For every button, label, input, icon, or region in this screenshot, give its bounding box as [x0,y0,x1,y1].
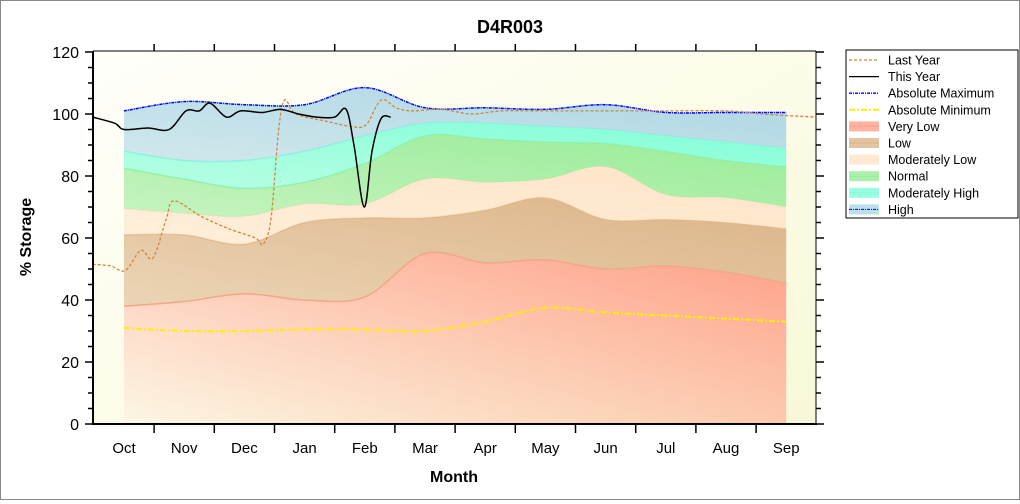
x-tick-label: Jul [656,440,675,457]
legend-item-absolute-maximum: Absolute Maximum [849,87,994,101]
legend: Last Year This Year Absolute Maximum Absolu… [845,49,1019,219]
legend-item-absolute-minimum: Absolute Minimum [849,103,991,117]
x-tick-label: Apr [474,440,497,457]
legend-item-very-low: Very Low [849,120,940,134]
legend-label: Very Low [888,120,940,134]
x-tick-label: Sep [773,440,800,457]
x-tick-label: Jun [594,440,618,457]
legend-item-this-year: This Year [849,70,940,84]
y-tick-label: 20 [61,355,79,372]
band-low [124,197,787,307]
legend-label: High [888,203,914,217]
band-edge-very-low [123,251,787,307]
legend-label: Moderately Low [888,153,977,167]
x-tick-label: Mar [412,440,438,457]
legend-item-last-year: Last Year [849,54,940,68]
band-very-low [124,252,787,424]
y-tick-label: 120 [52,45,79,62]
x-axis-label: Month [430,469,478,486]
x-tick-label: Aug [713,440,740,457]
x-tick-label: Dec [231,440,258,457]
x-tick-label: May [531,440,560,457]
line-absolute-maximum [123,86,787,114]
y-tick-label: 0 [70,417,79,434]
y-axis-label: % Storage [18,198,35,276]
y-tick-label: 80 [61,169,79,186]
band-moderately-high [124,122,787,189]
x-tick-label: Jan [293,440,317,457]
legend-label: Absolute Minimum [888,103,991,117]
band-normal [124,134,787,217]
line-absolute-minimum [123,306,787,333]
legend-item-normal: Normal [849,170,928,184]
legend-item-moderately-high: Moderately High [849,186,979,200]
chart-title: D4R003 [477,17,543,37]
line-last-year [92,98,817,272]
x-tick-label: Oct [112,440,136,457]
y-tick-label: 100 [52,107,79,124]
legend-label: Normal [888,170,928,184]
legend-item-moderately-low: Moderately Low [849,153,977,167]
x-tick-label: Nov [171,440,198,457]
x-tick-label: Feb [352,440,378,457]
legend-label: Moderately High [888,186,979,200]
legend-label: Low [888,137,912,151]
legend-label: This Year [888,70,940,84]
line-this-year [92,102,391,208]
legend-label: Last Year [888,54,940,68]
y-tick-label: 40 [61,293,79,310]
legend-label: Absolute Maximum [888,87,994,101]
legend-item-high: High [849,203,914,217]
band-moderately-low [124,166,787,245]
legend-item-low: Low [849,137,912,151]
y-tick-label: 60 [61,231,79,248]
